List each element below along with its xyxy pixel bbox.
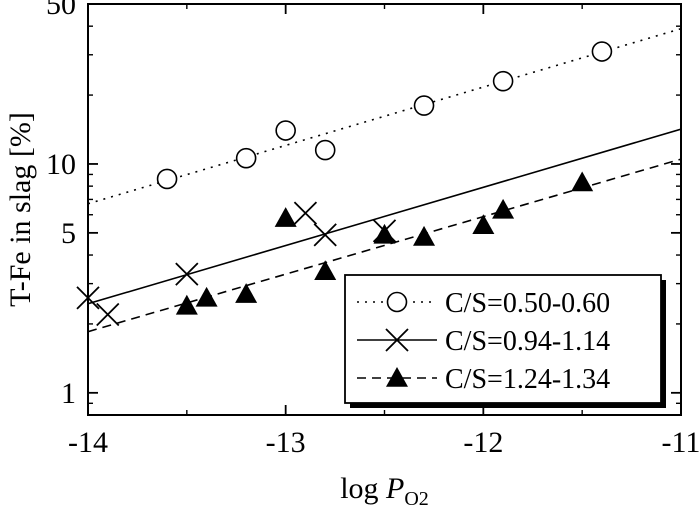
data-point-series-2: [235, 283, 258, 303]
data-point-series-2: [274, 207, 297, 227]
data-point-series-0: [591, 41, 613, 62]
legend-marker-series-1: [385, 328, 409, 352]
y-tick-label: 1: [61, 377, 76, 410]
ticks: -14 -13 -12 -11 1 5 10 50: [46, 0, 700, 459]
data-point-series-0: [314, 139, 336, 161]
data-point-series-0: [413, 95, 435, 116]
data-point-series-2: [492, 198, 515, 219]
x-axis-title: log PO2: [340, 472, 429, 506]
data-point-series-0: [235, 147, 257, 169]
data-point-series-0: [156, 168, 178, 190]
axis-titles: log PO2 T-Fe in slag [%]: [4, 112, 429, 506]
data-point-series-2: [195, 286, 218, 307]
x-tick-label: -14: [68, 426, 108, 459]
x-tick-label: -13: [266, 426, 306, 459]
legend-label-series-1: C/S=0.94-1.14: [445, 326, 610, 357]
data-point-series-2: [175, 294, 198, 315]
data-point-series-2: [472, 214, 495, 235]
x-tick-label: -11: [662, 426, 700, 459]
y-axis-title: T-Fe in slag [%]: [4, 112, 37, 307]
legend: C/S=0.50-0.60 C/S=0.94-1.14 C/S=1.24-1.34: [344, 274, 666, 408]
data-point-series-1: [96, 302, 120, 327]
data-point-series-2: [571, 171, 594, 192]
x-tick-label: -12: [463, 426, 503, 459]
data-markers: [76, 41, 613, 327]
data-point-series-0: [492, 70, 514, 92]
data-point-series-1: [175, 262, 199, 286]
data-point-series-1: [293, 201, 318, 225]
y-tick-label: 10: [46, 148, 76, 181]
data-point-series-2: [413, 225, 436, 246]
legend-marker-series-0: [386, 291, 408, 313]
y-tick-label: 5: [61, 217, 76, 250]
data-point-series-0: [275, 120, 296, 141]
y-tick-label: 50: [46, 0, 76, 21]
legend-label-series-0: C/S=0.50-0.60: [445, 288, 610, 319]
data-point-series-1: [313, 223, 337, 247]
data-point-series-2: [373, 223, 396, 244]
data-point-series-2: [314, 260, 337, 280]
legend-marker-series-2: [386, 367, 408, 387]
legend-label-series-2: C/S=1.24-1.34: [445, 364, 610, 395]
